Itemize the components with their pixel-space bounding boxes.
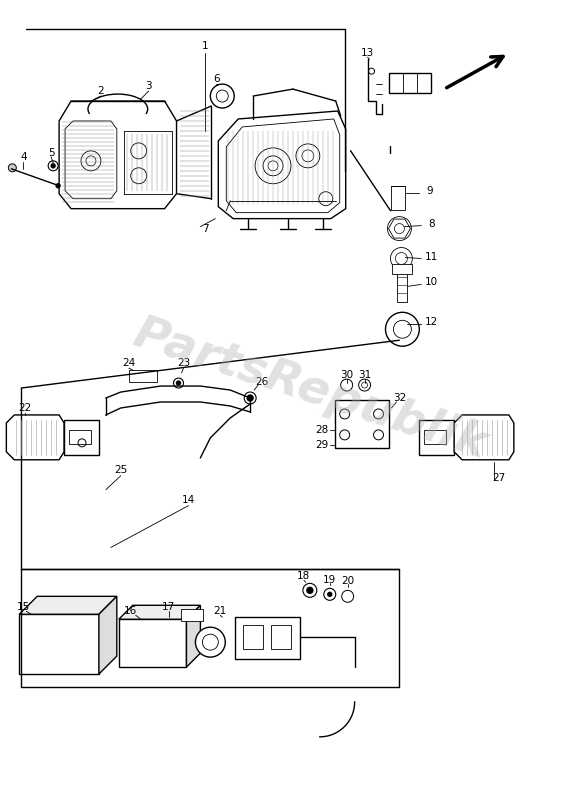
Circle shape bbox=[342, 590, 354, 602]
Polygon shape bbox=[6, 415, 64, 460]
Bar bbox=[271, 626, 291, 649]
Text: 5: 5 bbox=[48, 148, 54, 158]
Polygon shape bbox=[454, 415, 514, 460]
Circle shape bbox=[303, 583, 317, 598]
Text: 2: 2 bbox=[98, 86, 104, 96]
Circle shape bbox=[328, 592, 332, 596]
Circle shape bbox=[255, 148, 291, 184]
Bar bbox=[64, 420, 99, 455]
Text: 1: 1 bbox=[202, 42, 208, 51]
Text: 13: 13 bbox=[361, 48, 374, 58]
Bar bbox=[243, 626, 263, 649]
Circle shape bbox=[390, 247, 412, 270]
Bar bbox=[389, 73, 431, 93]
Text: PartsRepublik: PartsRepublik bbox=[128, 312, 492, 469]
Text: 3: 3 bbox=[145, 81, 152, 91]
Text: 22: 22 bbox=[19, 403, 32, 413]
Polygon shape bbox=[389, 219, 410, 238]
Text: 31: 31 bbox=[358, 370, 371, 380]
Circle shape bbox=[324, 588, 336, 600]
Bar bbox=[397, 273, 407, 302]
Text: 30: 30 bbox=[340, 370, 353, 380]
Bar bbox=[334, 400, 389, 448]
Text: 14: 14 bbox=[182, 494, 195, 505]
Bar bbox=[235, 618, 300, 659]
Text: 18: 18 bbox=[297, 571, 311, 582]
Bar bbox=[19, 614, 99, 674]
Circle shape bbox=[307, 587, 313, 594]
Bar bbox=[181, 610, 203, 622]
Text: 27: 27 bbox=[492, 473, 506, 482]
Polygon shape bbox=[186, 606, 201, 667]
Text: 9: 9 bbox=[426, 186, 433, 196]
Text: 16: 16 bbox=[124, 606, 137, 616]
Text: 8: 8 bbox=[428, 218, 434, 229]
Text: 23: 23 bbox=[177, 358, 190, 368]
Bar bbox=[119, 619, 186, 667]
Text: 12: 12 bbox=[425, 318, 438, 327]
Bar bbox=[419, 420, 454, 455]
Text: 28: 28 bbox=[315, 425, 328, 435]
Circle shape bbox=[210, 84, 234, 108]
Text: 21: 21 bbox=[214, 606, 227, 616]
Text: 4: 4 bbox=[20, 152, 27, 162]
Bar bbox=[129, 370, 157, 382]
Circle shape bbox=[296, 144, 320, 168]
Text: 20: 20 bbox=[341, 576, 354, 586]
Text: 26: 26 bbox=[255, 377, 269, 387]
Text: 25: 25 bbox=[114, 465, 128, 474]
Circle shape bbox=[388, 217, 411, 241]
Bar bbox=[69, 430, 91, 444]
Text: 7: 7 bbox=[202, 223, 208, 234]
Circle shape bbox=[51, 164, 55, 168]
Text: 10: 10 bbox=[425, 278, 438, 287]
Text: 11: 11 bbox=[425, 251, 438, 262]
Circle shape bbox=[56, 184, 60, 188]
Polygon shape bbox=[119, 606, 201, 619]
Text: 29: 29 bbox=[315, 440, 328, 450]
Text: 32: 32 bbox=[393, 393, 406, 403]
Bar bbox=[392, 186, 406, 210]
Circle shape bbox=[195, 627, 225, 657]
Circle shape bbox=[385, 312, 419, 346]
Text: 17: 17 bbox=[162, 602, 175, 612]
Circle shape bbox=[8, 164, 16, 172]
Circle shape bbox=[247, 395, 253, 401]
Circle shape bbox=[176, 381, 180, 385]
Polygon shape bbox=[19, 596, 117, 614]
Text: 15: 15 bbox=[16, 602, 30, 612]
Polygon shape bbox=[99, 596, 117, 674]
Text: 6: 6 bbox=[213, 74, 220, 84]
Bar bbox=[424, 430, 446, 444]
Text: 19: 19 bbox=[323, 575, 336, 586]
Bar bbox=[393, 265, 412, 274]
Text: 24: 24 bbox=[122, 358, 136, 368]
